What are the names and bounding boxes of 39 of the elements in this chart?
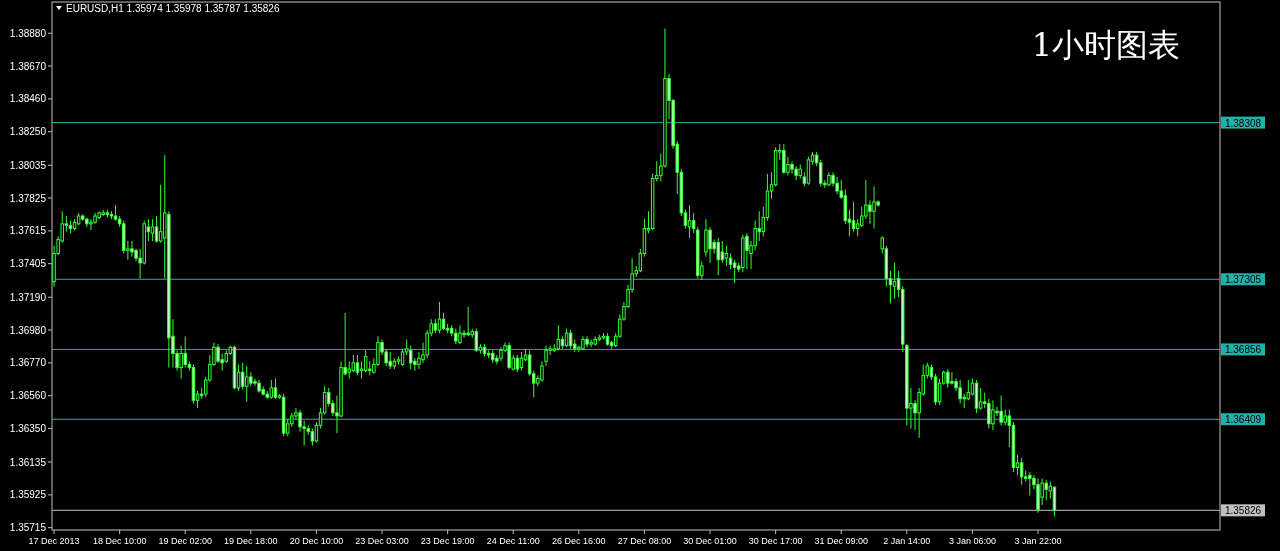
x-tick-label: 26 Dec 16:00: [552, 536, 606, 546]
x-tick-label: 23 Dec 19:00: [420, 536, 475, 546]
x-tick-label: 2 Jan 14:00: [883, 536, 931, 546]
y-tick-label: 1.38880: [9, 27, 46, 39]
x-tick-label: 3 Jan 06:00: [948, 536, 996, 546]
y-tick-label: 1.37615: [9, 225, 46, 237]
x-tick-label: 30 Dec 17:00: [748, 536, 803, 546]
y-tick-label: 1.35715: [9, 522, 46, 534]
y-tick-label: 1.37825: [9, 192, 46, 204]
y-tick-label: 1.36560: [9, 390, 46, 402]
x-tick-label: 31 Dec 09:00: [814, 536, 868, 546]
x-tick-label: 20 Dec 10:00: [289, 536, 344, 546]
ref-line-label: 1.35826: [1224, 505, 1262, 517]
x-tick-label: 30 Dec 01:00: [683, 536, 737, 546]
y-tick-label: 1.36135: [9, 456, 46, 468]
chart-title: EURUSD,H1 1.35974 1.35978 1.35787 1.35826: [66, 3, 280, 14]
y-tick-label: 1.37405: [9, 258, 46, 270]
annotation: 1小时图表: [1031, 26, 1180, 64]
y-tick-label: 1.36350: [9, 422, 46, 434]
x-tick-label: 27 Dec 08:00: [617, 536, 672, 546]
x-tick-label: 19 Dec 18:00: [224, 536, 278, 546]
ref-line-label: 1.36409: [1224, 414, 1262, 426]
ref-line-label: 1.37305: [1224, 274, 1262, 286]
x-tick-label: 19 Dec 02:00: [158, 536, 212, 546]
y-tick-label: 1.38460: [9, 93, 46, 105]
ref-line-label: 1.38308: [1224, 117, 1262, 129]
ref-line-label: 1.36856: [1224, 344, 1262, 356]
y-tick-label: 1.36770: [9, 357, 46, 369]
y-tick-label: 1.36980: [9, 324, 46, 336]
y-tick-label: 1.38670: [9, 60, 46, 72]
x-tick-label: 24 Dec 11:00: [486, 536, 540, 546]
y-tick-label: 1.37190: [9, 291, 46, 303]
x-tick-label: 23 Dec 03:00: [355, 536, 409, 546]
x-tick-label: 17 Dec 2013: [28, 536, 80, 546]
y-tick-label: 1.38250: [9, 126, 46, 138]
x-tick-label: 3 Jan 22:00: [1014, 536, 1062, 546]
y-tick-label: 1.35925: [9, 489, 46, 501]
x-tick-label: 18 Dec 10:00: [92, 536, 147, 546]
y-tick-label: 1.38035: [9, 159, 46, 171]
